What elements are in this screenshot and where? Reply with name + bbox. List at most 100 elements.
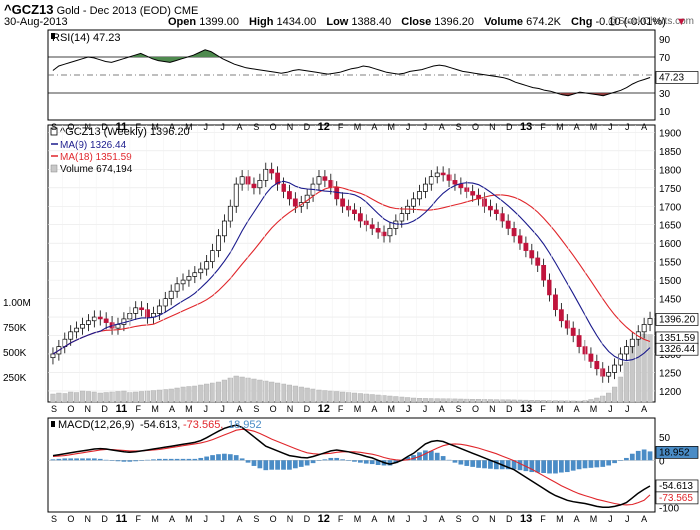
- macd-hist-label-box: [655, 446, 699, 459]
- x-axis-label: O: [472, 404, 479, 414]
- volume-bar: [594, 397, 600, 403]
- candle-body: [233, 183, 239, 207]
- x-axis-label: A: [169, 514, 175, 524]
- macd-histogram-bar: [103, 459, 109, 461]
- macd-histogram-bar: [322, 459, 328, 461]
- x-axis-label: M: [185, 514, 193, 524]
- price-legend: ^GCZ13 (Weekly) 1396.20: [60, 126, 190, 138]
- macd-histogram-bar: [275, 460, 280, 470]
- x-axis-label: F: [136, 122, 142, 132]
- macd-histogram-bar: [428, 450, 434, 461]
- macd-histogram-bar: [68, 458, 74, 461]
- volume-bar: [499, 399, 505, 403]
- x-axis-label: N: [84, 514, 91, 524]
- macd-histogram-bar: [204, 456, 210, 461]
- candle-body: [363, 220, 369, 226]
- x-axis-label: A: [236, 122, 242, 132]
- volume-bar: [357, 393, 363, 403]
- rsi-tick-label: 70: [659, 53, 671, 64]
- macd-histogram-bar: [227, 454, 233, 461]
- candle-body: [352, 209, 357, 214]
- volume-bar: [629, 346, 635, 403]
- macd-histogram-bar: [458, 460, 464, 465]
- x-axis-label: J: [423, 122, 428, 132]
- x-axis-label: M: [354, 514, 362, 524]
- macd-histogram-bar: [570, 460, 576, 471]
- candle-body: [482, 198, 487, 207]
- candle-body: [103, 318, 109, 323]
- volume-bar: [523, 399, 529, 403]
- ma18-last-label: 1351.59: [659, 333, 696, 344]
- macd-histogram-bar: [145, 459, 150, 461]
- volume-bar: [227, 377, 233, 403]
- rsi-tick-label: 10: [659, 107, 671, 118]
- macd-histogram-bar: [192, 458, 198, 461]
- candle-body: [80, 324, 85, 329]
- candle-body: [588, 353, 594, 362]
- macd-histogram-bar: [186, 458, 192, 461]
- volume-bar: [576, 400, 582, 403]
- volume-bar: [535, 400, 541, 403]
- price-tick-label: 1800: [659, 165, 682, 176]
- candle-body: [558, 309, 564, 322]
- rsi-current-label: 47.23: [659, 72, 684, 83]
- macd-histogram-bar: [387, 460, 393, 466]
- x-axis-label: D: [506, 122, 513, 132]
- volume-bar: [334, 391, 340, 403]
- candle-body: [612, 364, 617, 373]
- x-axis-label: N: [489, 514, 496, 524]
- macd-histogram-bar: [121, 460, 127, 462]
- volume-bar: [399, 396, 405, 403]
- x-axis-label: A: [574, 404, 580, 414]
- macd-histogram-bar: [139, 460, 144, 461]
- candle-body: [310, 183, 316, 196]
- volume-bar: [186, 386, 192, 403]
- volume-bar: [582, 400, 588, 403]
- x-axis-label: A: [371, 122, 377, 132]
- volume-bar: [144, 390, 151, 403]
- macd-histogram-bar: [559, 460, 564, 473]
- volume-bar: [647, 334, 653, 403]
- high-label: High: [249, 16, 274, 28]
- macd-histogram-bar: [50, 459, 56, 461]
- ma18-last-label-box: [655, 331, 699, 345]
- x-axis-label: J: [625, 404, 630, 414]
- x-axis-label: J: [423, 514, 428, 524]
- x-axis-label: M: [151, 122, 159, 132]
- candle-body: [239, 176, 245, 185]
- macd-histogram-bar: [553, 460, 558, 474]
- candle-body: [535, 257, 541, 266]
- x-axis-label: F: [338, 404, 344, 414]
- x-axis-label: 11: [116, 513, 128, 525]
- candle-body: [257, 180, 263, 189]
- candle-body: [168, 290, 174, 299]
- x-axis-label: O: [270, 122, 277, 132]
- ma9-last-label: 1326.44: [659, 344, 696, 355]
- macd-signal-label: -73.565: [659, 493, 693, 504]
- price-tick-label: 1600: [659, 239, 682, 250]
- candle-body: [275, 172, 281, 185]
- macd-histogram-bar: [564, 460, 570, 473]
- macd-histogram-bar: [334, 457, 340, 461]
- volume-bar: [369, 394, 375, 403]
- volume-bar: [204, 383, 210, 403]
- exchange: CME: [173, 5, 199, 17]
- macd-histogram-bar: [251, 460, 257, 466]
- volume-bar: [115, 391, 121, 403]
- macd-hist-label: 18.952: [659, 447, 690, 458]
- rsi-tick-label: 30: [659, 89, 671, 100]
- macd-histogram-bar: [216, 454, 221, 461]
- ma9-legend: MA(9) 1326.44: [60, 140, 127, 151]
- x-axis-label: F: [540, 122, 546, 132]
- chg-down-arrow-icon: ▼: [675, 16, 687, 28]
- macd-histogram-bar: [535, 460, 541, 473]
- macd-histogram-bar: [310, 460, 316, 464]
- candle-body: [470, 191, 476, 196]
- macd-histogram-bar: [115, 460, 121, 462]
- candle-body: [523, 242, 529, 251]
- candle-body: [121, 318, 127, 325]
- volume-bar: [50, 393, 56, 403]
- macd-histogram-bar: [281, 460, 286, 470]
- x-axis-label: A: [371, 514, 377, 524]
- candle-body: [488, 205, 493, 211]
